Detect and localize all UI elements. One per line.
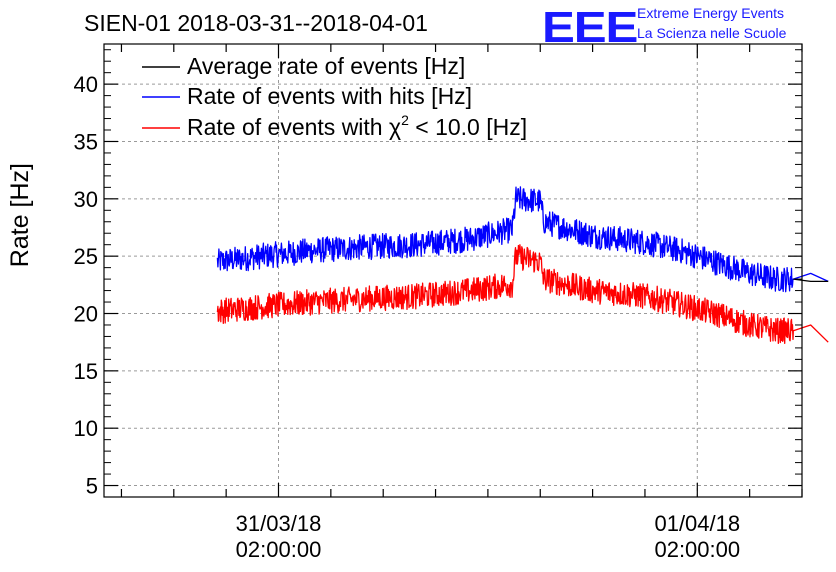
x-tick-label-time: 02:00:00 (236, 537, 322, 562)
series-layer (216, 186, 829, 345)
y-axis-label: Rate [Hz] (6, 163, 34, 267)
legend-label-hits: Rate of events with hits [Hz] (187, 83, 472, 109)
x-tick-label-date: 01/04/18 (654, 511, 740, 536)
y-tick-label: 15 (74, 359, 98, 384)
series-average (793, 278, 829, 283)
legend: Average rate of events [Hz] Rate of even… (142, 53, 527, 140)
legend-chi2-symbol: χ (389, 114, 401, 140)
legend-chi2-suffix: < 10.0 [Hz] (409, 114, 527, 140)
series-hits (216, 186, 829, 293)
eee-logo: EEE (542, 3, 638, 52)
y-tick-label: 40 (74, 72, 98, 97)
y-tick-label: 5 (86, 474, 98, 499)
label-layer: 51015202530354031/03/1802:00:0001/04/180… (74, 72, 741, 562)
series-chi2 (216, 244, 829, 345)
logo-text-line1: Extreme Energy Events (637, 5, 785, 21)
y-tick-label: 25 (74, 244, 98, 269)
legend-chi2-prefix: Rate of events with (187, 114, 389, 140)
grid-layer (104, 44, 802, 497)
y-tick-label: 10 (74, 416, 98, 441)
y-tick-label: 20 (74, 302, 98, 327)
chart-title: SIEN-01 2018-03-31--2018-04-01 (84, 10, 428, 36)
legend-chi2-sup: 2 (401, 112, 409, 128)
x-tick-label-date: 31/03/18 (236, 511, 322, 536)
y-tick-label: 35 (74, 129, 98, 154)
y-tick-label: 30 (74, 187, 98, 212)
tick-layer (104, 44, 803, 498)
legend-label-chi2: Rate of events with χ2 < 10.0 [Hz] (187, 112, 527, 140)
x-tick-label-time: 02:00:00 (654, 537, 740, 562)
legend-label-average: Average rate of events [Hz] (187, 53, 465, 79)
plot-frame (103, 43, 803, 498)
logo-text-line2: La Scienza nelle Scuole (637, 25, 787, 41)
